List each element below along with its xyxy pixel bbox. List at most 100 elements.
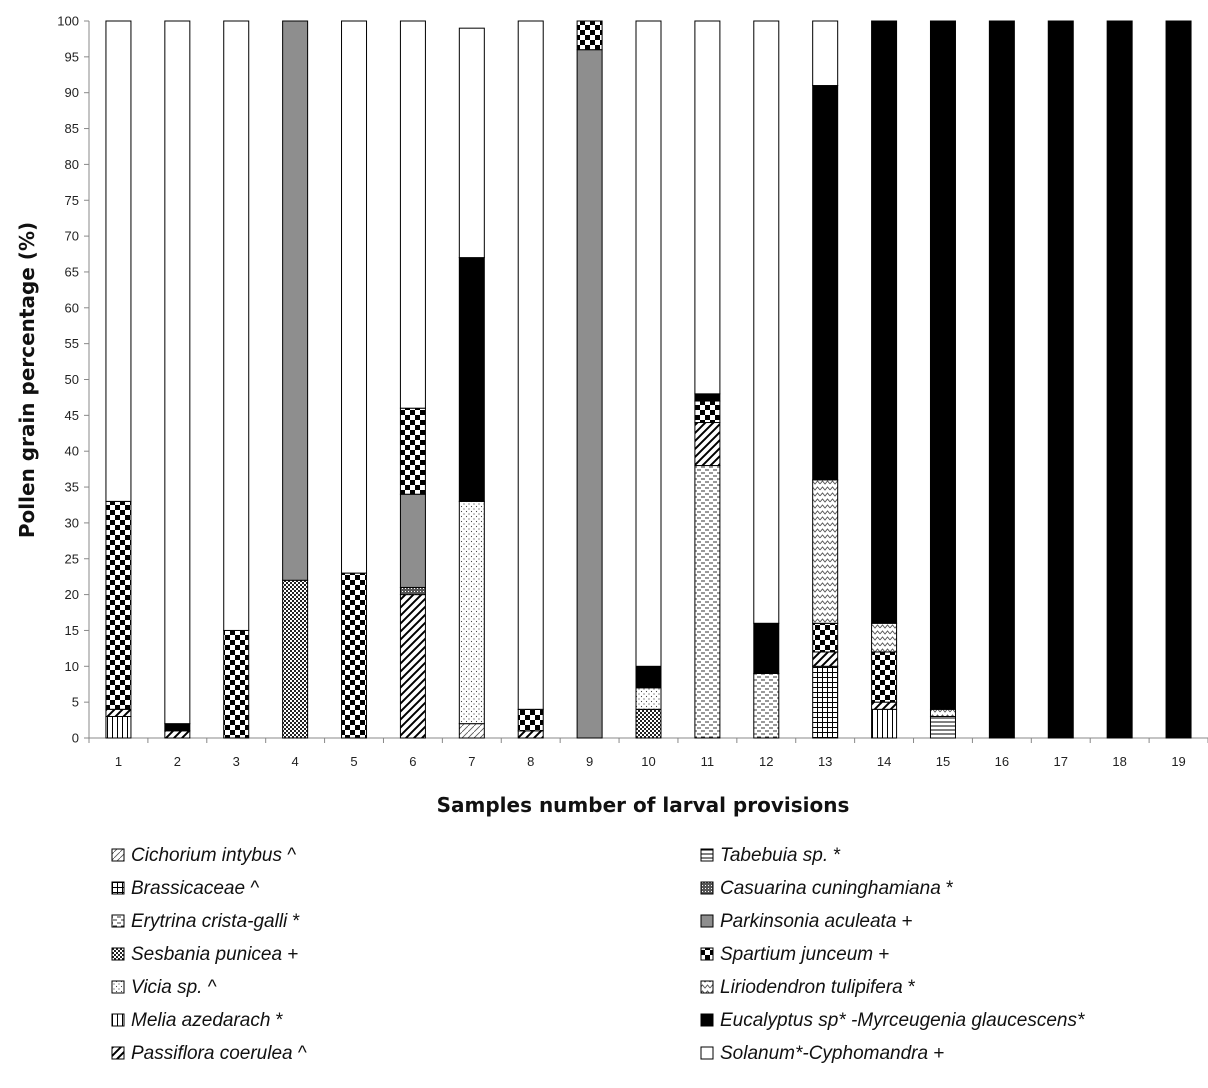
- y-tick-label: 30: [65, 515, 79, 530]
- x-tick-label: 16: [995, 754, 1009, 769]
- bar-stack-17: [1047, 20, 1074, 739]
- bar-segment: [576, 20, 603, 51]
- y-tick-label: 80: [65, 157, 79, 172]
- bar-segment: [812, 622, 839, 653]
- bar-segment: [871, 708, 898, 739]
- bar-segment: [1165, 20, 1192, 739]
- x-tick-label: 19: [1171, 754, 1185, 769]
- bar-stack-15: [929, 20, 956, 739]
- bar-segment: [694, 393, 721, 402]
- y-tick-label: 60: [65, 300, 79, 315]
- x-axis-title: Samples number of larval provisions: [437, 793, 850, 817]
- legend-label: Liriodendron tulipifera *: [720, 977, 916, 998]
- bar-segment: [929, 708, 956, 717]
- bar-segment: [341, 20, 368, 574]
- legend-item: Cichorium intybus ^: [111, 845, 296, 866]
- x-tick-label: 1: [115, 754, 122, 769]
- legend-swatch: [111, 914, 125, 928]
- legend-swatch: [111, 1046, 125, 1060]
- bar-segment: [517, 20, 544, 710]
- bar-segment: [753, 20, 780, 624]
- bar-segment: [105, 500, 132, 710]
- x-tick-label: 2: [174, 754, 181, 769]
- bar-segment: [871, 20, 898, 624]
- bar-segment: [812, 479, 839, 624]
- bar-segment: [635, 708, 662, 739]
- bar-segment: [223, 20, 250, 631]
- bar-stack-11: [694, 20, 721, 739]
- legend-item: Brassicaceae ^: [111, 878, 259, 899]
- bar-segment: [458, 257, 485, 502]
- bar-stack-14: [871, 20, 898, 739]
- y-tick-label: 85: [65, 121, 79, 136]
- legend-item: Liriodendron tulipifera *: [700, 977, 916, 998]
- bar-segment: [812, 85, 839, 481]
- bar-segment: [517, 708, 544, 732]
- legend-item: Parkinsonia aculeata +: [700, 911, 913, 932]
- legend-swatch: [111, 947, 125, 961]
- legend-label: Tabebuia sp. *: [720, 845, 841, 866]
- x-tick-label: 12: [759, 754, 773, 769]
- bar-stack-10: [635, 20, 662, 739]
- bar-segment: [871, 701, 898, 710]
- y-tick-label: 65: [65, 264, 79, 279]
- x-tick-label: 13: [818, 754, 832, 769]
- legend-label: Eucalyptus sp* -Myrceugenia glaucescens*: [720, 1010, 1085, 1031]
- x-tick-label: 8: [527, 754, 534, 769]
- bar-segment: [164, 723, 191, 732]
- legend-item: Melia azedarach *: [111, 1010, 284, 1031]
- x-tick-label: 18: [1112, 754, 1126, 769]
- bar-segment: [223, 629, 250, 739]
- bar-segment: [164, 730, 191, 739]
- bar-segment: [635, 20, 662, 667]
- x-tick-label: 4: [292, 754, 299, 769]
- bar-stack-4: [282, 20, 309, 739]
- bar-segment: [105, 708, 132, 717]
- bar-segment: [694, 400, 721, 424]
- legend-swatch: [700, 1013, 714, 1027]
- y-tick-label: 75: [65, 193, 79, 208]
- legend-item: Vicia sp. ^: [111, 977, 217, 998]
- y-axis: 0 5 10 15 20 25 30 35 40 45 50 55 60 65 70 75 80 85 90 95 10…: [57, 14, 90, 746]
- bar-segment: [753, 672, 780, 739]
- y-tick-label: 50: [65, 372, 79, 387]
- bar-segment: [812, 20, 839, 87]
- bar-segment: [282, 579, 309, 739]
- x-axis: 1 2 3 4 5 6 7 8 9 10 11 12 13 14 15 16 17 18 19: [88, 737, 1208, 769]
- legend-swatch: [111, 881, 125, 895]
- bar-stack-8: [517, 20, 544, 739]
- bar-segment: [988, 20, 1015, 739]
- y-tick-label: 40: [65, 444, 79, 459]
- x-tick-label: 5: [350, 754, 357, 769]
- bar-segment: [694, 20, 721, 395]
- x-tick-label: 9: [586, 754, 593, 769]
- bar-stack-13: [812, 20, 839, 739]
- legend-item: Spartium junceum +: [700, 944, 890, 965]
- legend-item: Erytrina crista-galli *: [111, 911, 301, 932]
- bar-segment: [399, 407, 426, 495]
- legend-swatch: [700, 848, 714, 862]
- bar-stack-1: [105, 20, 132, 739]
- y-tick-label: 0: [72, 731, 79, 746]
- x-tick-label: 14: [877, 754, 891, 769]
- bar-segment: [812, 651, 839, 667]
- bar-segment: [105, 20, 132, 502]
- bar-segment: [341, 572, 368, 739]
- y-tick-label: 15: [65, 623, 79, 638]
- x-tick-label: 6: [409, 754, 416, 769]
- legend-swatch: [111, 980, 125, 994]
- bar-segment: [458, 500, 485, 725]
- legend-label: Brassicaceae ^: [131, 878, 259, 899]
- legend-swatch: [111, 1013, 125, 1027]
- y-tick-label: 70: [65, 229, 79, 244]
- x-tick-label: 17: [1054, 754, 1068, 769]
- legend-swatch: [700, 1046, 714, 1060]
- bar-segment: [871, 622, 898, 653]
- bar-segment: [1106, 20, 1133, 739]
- legend-label: Cichorium intybus ^: [131, 845, 296, 866]
- legend: Cichorium intybus ^ Brassicaceae ^ Erytrin…: [111, 845, 1085, 1064]
- bar-segment: [1047, 20, 1074, 739]
- bars-group: [105, 20, 1192, 739]
- y-tick-label: 25: [65, 551, 79, 566]
